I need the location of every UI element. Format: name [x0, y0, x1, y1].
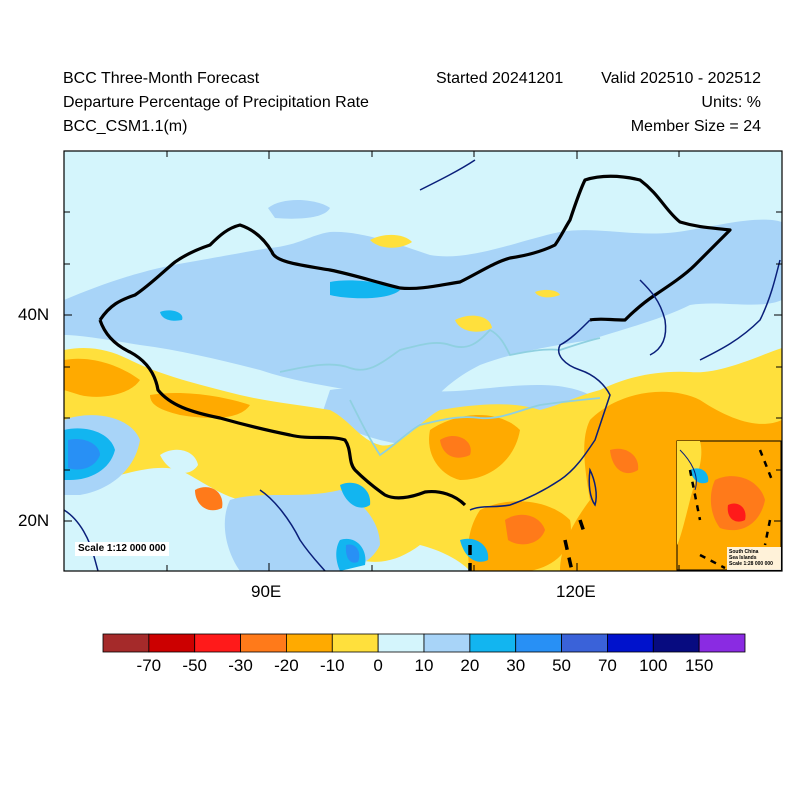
inset-title-1: South China — [729, 549, 759, 555]
colorbar-tick-label: -30 — [228, 656, 253, 675]
field-darkorange-coast — [610, 448, 639, 474]
field-blue-west-core — [68, 439, 100, 470]
model-name: BCC_CSM1.1(m) — [63, 118, 188, 135]
nine-dash-line — [468, 519, 587, 571]
coastline-sakhalin — [419, 159, 476, 191]
colorbar-tick-label: 0 — [373, 656, 383, 675]
colorbar-swatch — [607, 633, 654, 653]
colorbar-tick-label: -50 — [182, 656, 207, 675]
map-subtitle: Departure Percentage of Precipitation Ra… — [63, 94, 369, 111]
field-yellow-north-2 — [535, 289, 560, 298]
colorbar-tick-label: -20 — [274, 656, 299, 675]
precipitation-field — [64, 151, 782, 571]
field-orange-tibet — [150, 393, 250, 418]
colorbar-tick-label: 50 — [552, 656, 572, 675]
field-yellow-north-1 — [370, 234, 412, 248]
colorbar-swatch — [148, 633, 196, 653]
colorbar-swatch — [240, 633, 287, 653]
lon-label-90e: 90E — [251, 582, 282, 601]
yellow-river — [279, 328, 601, 373]
coastline-southeast-asia — [259, 489, 326, 571]
yangtze-river — [349, 397, 601, 457]
field-darkorange-west — [195, 487, 223, 511]
inset-map — [676, 440, 782, 571]
map-ticks — [64, 151, 782, 571]
lat-label-40n: 40N — [18, 305, 50, 324]
field-yellow-north-3 — [455, 315, 492, 332]
colorbar-tick-label: 10 — [414, 656, 434, 675]
china-border — [98, 174, 732, 322]
valid-period: Valid 202510 - 202512 — [601, 70, 761, 87]
colorbar-swatch — [652, 633, 700, 653]
coastline-east — [469, 319, 611, 511]
map-frame — [63, 150, 783, 572]
field-cyan-seasia — [460, 538, 489, 562]
field-ocean-patch — [160, 449, 198, 473]
inset-scale: Scale 1:28 000 000 — [729, 561, 773, 567]
colorbar-swatch — [377, 633, 425, 653]
field-darkorange-center — [440, 435, 471, 458]
colorbar-swatch — [286, 633, 333, 653]
units-label: Units: % — [701, 94, 761, 111]
field-orange-southeast — [429, 415, 520, 480]
lon-label-120e: 120E — [556, 582, 596, 601]
field-ocean-patch-2 — [108, 502, 140, 524]
colorbar-tick-label: 20 — [460, 656, 480, 675]
start-date: Started 20241201 — [436, 70, 564, 87]
coastline-taiwan — [588, 467, 597, 507]
field-cyan-south-1 — [340, 482, 371, 508]
map-scale-label: Scale 1:12 000 000 — [75, 542, 169, 556]
coastline-india — [64, 509, 99, 571]
field-darkorange-south — [505, 514, 545, 545]
field-light-blue-patch — [268, 200, 330, 219]
lat-label-20n: 20N — [18, 511, 50, 530]
colorbar-swatch — [194, 633, 241, 653]
map-title: BCC Three-Month Forecast — [63, 70, 260, 87]
field-orange-tibet-west — [64, 358, 140, 397]
inset-title-2: Sea Islands — [729, 555, 757, 561]
colorbar-tick-label: -10 — [319, 656, 345, 675]
colorbar-tick-label: 70 — [597, 656, 617, 675]
colorbar-tick-label: 150 — [684, 656, 714, 675]
colorbar-tick-label: 100 — [639, 656, 668, 675]
colorbar-swatch — [423, 633, 471, 653]
coastline-korea — [639, 279, 667, 356]
colorbar-swatch — [561, 633, 608, 653]
coastline-japan — [699, 259, 781, 361]
field-blue-south-core — [345, 544, 360, 563]
inset-label: South China Sea Islands Scale 1:28 000 0… — [729, 549, 773, 567]
colorbar-swatch — [331, 633, 379, 653]
colorbar-swatch — [102, 633, 150, 653]
colorbar-tick-label: -70 — [136, 656, 162, 675]
colorbar-tick-label: 30 — [506, 656, 526, 675]
colorbar — [102, 633, 746, 653]
colorbar-swatch — [515, 633, 562, 653]
china-border-southwest — [98, 319, 467, 507]
colorbar-swatch — [469, 633, 517, 653]
field-light-blue-north — [64, 219, 782, 420]
member-size: Member Size = 24 — [630, 118, 761, 135]
field-cyan-xinjiang — [160, 310, 183, 321]
colorbar-swatch — [698, 633, 746, 653]
